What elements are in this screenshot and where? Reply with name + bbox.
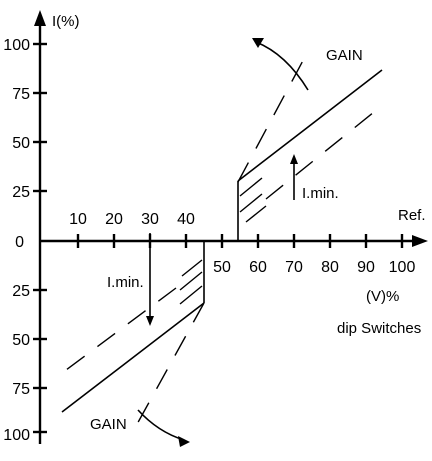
lower-imin-label: I.min.	[107, 274, 144, 291]
y-tick-label-50: 50	[12, 135, 30, 152]
y-tick-label-minus-50: 50	[12, 332, 30, 349]
upper-imin-label: I.min.	[302, 185, 339, 202]
upper-imin-hatching	[239, 111, 375, 223]
x-tick-label-70: 70	[285, 259, 303, 276]
y-axis-ticks	[33, 42, 47, 434]
x-tick-label-20: 20	[105, 211, 123, 228]
y-tick-label-minus-25: 25	[12, 283, 30, 300]
y-tick-label-minus-100: 100	[3, 427, 30, 444]
y-tick-label-25: 25	[12, 184, 30, 201]
lower-imin-hatching	[65, 259, 203, 371]
upper-imin-arrowhead	[290, 154, 298, 164]
x-tick-label-60: 60	[249, 259, 267, 276]
upper-characteristic: I.min.	[237, 54, 383, 241]
x-axis-caption: dip Switches	[337, 320, 421, 337]
x-tick-label-80: 80	[321, 259, 339, 276]
x-axis-unit-label: (V)%	[366, 288, 399, 305]
y-axis-arrowhead	[34, 10, 46, 26]
lower-characteristic: I.min.	[61, 233, 205, 427]
x-tick-label-100: 100	[389, 259, 416, 276]
lower-gain-label: GAIN	[90, 416, 127, 433]
x-tick-label-10: 10	[69, 211, 87, 228]
lower-gain-steep-dashed	[135, 302, 205, 427]
y-tick-label-minus-75: 75	[12, 381, 30, 398]
y-tick-label-75: 75	[12, 86, 30, 103]
upper-gain-steep-dashed	[237, 54, 307, 183]
y-tick-label-0: 0	[15, 234, 24, 251]
upper-gain-line	[237, 69, 383, 182]
y-tick-label-100: 100	[3, 37, 30, 54]
x-tick-label-40: 40	[177, 211, 195, 228]
upper-gain-curved-arrow	[255, 41, 309, 91]
x-tick-label-90: 90	[357, 259, 375, 276]
upper-gain-arrowhead	[252, 38, 264, 48]
x-axis-arrowhead	[412, 235, 428, 247]
lower-imin-arrowhead	[146, 316, 154, 326]
upper-gain-label: GAIN	[326, 47, 363, 64]
lower-gain-curved-arrow	[137, 409, 185, 441]
lower-gain-line	[61, 302, 205, 413]
x-tick-label-30: 30	[141, 211, 159, 228]
lower-gain-arrowhead	[178, 436, 190, 447]
x-axis-reference-label: Ref.	[398, 207, 426, 224]
x-tick-label-50: 50	[213, 259, 231, 276]
y-axis-label: I(%)	[52, 13, 80, 30]
